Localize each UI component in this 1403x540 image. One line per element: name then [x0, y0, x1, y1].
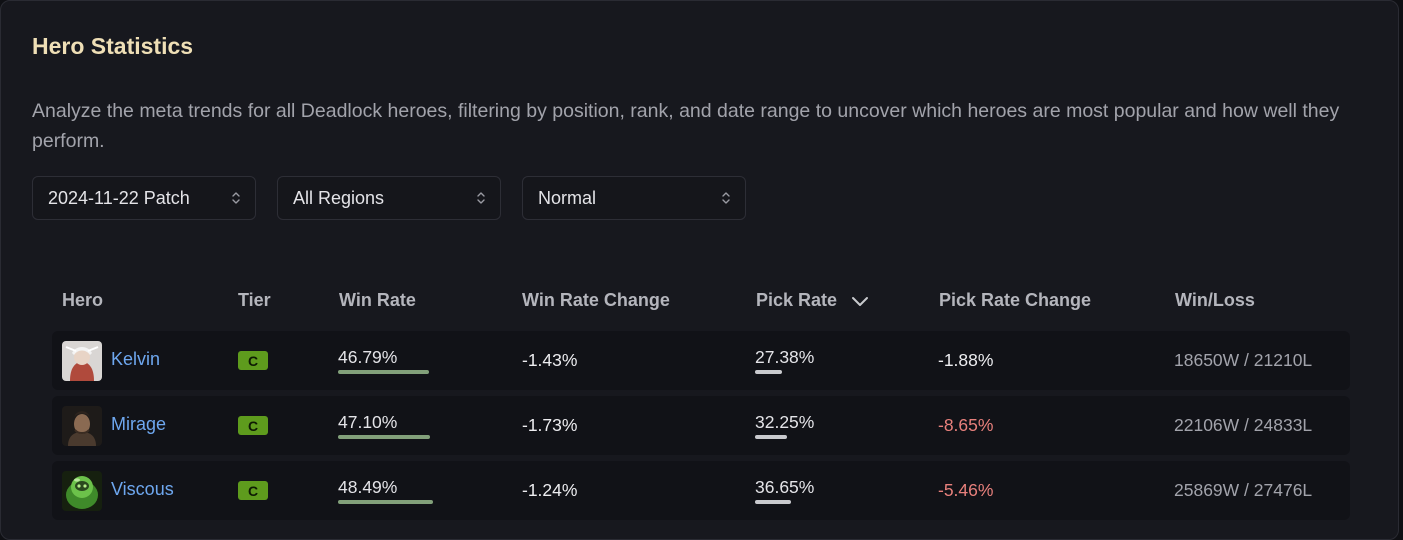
chevron-down-icon [851, 295, 869, 307]
mode-select[interactable]: Normal [522, 176, 746, 220]
tier-badge: C [238, 351, 268, 370]
hero-link-mirage[interactable]: Mirage [111, 414, 167, 434]
page-title: Hero Statistics [32, 33, 194, 59]
column-header-win-loss[interactable]: Win/Loss [1175, 290, 1255, 310]
table-row[interactable]: Viscous C 48.49% -1.24% 36.65% -5.46% 25… [52, 461, 1350, 520]
win-rate-value: 46.79% [338, 347, 398, 367]
pick-rate-value: 36.65% [755, 477, 815, 497]
chevron-up-down-icon [476, 190, 486, 206]
win-rate-change-value: -1.73% [522, 415, 578, 435]
pick-rate-change-value: -8.65% [938, 415, 994, 435]
win-rate-value: 47.10% [338, 412, 398, 432]
patch-select-value: 2024-11-22 Patch [48, 187, 190, 208]
win-loss-value: 18650W / 21210L [1174, 350, 1313, 370]
hero-avatar-mirage [62, 406, 102, 446]
page-description: Analyze the meta trends for all Deadlock… [32, 100, 1340, 152]
column-header-hero[interactable]: Hero [62, 290, 104, 310]
pick-rate-change-value: -1.88% [938, 350, 994, 370]
pick-rate-value: 32.25% [755, 412, 815, 432]
column-header-win-rate-change[interactable]: Win Rate Change [522, 290, 670, 310]
patch-select[interactable]: 2024-11-22 Patch [32, 176, 256, 220]
tier-badge: C [238, 481, 268, 500]
hero-avatar-viscous [62, 471, 102, 511]
pick-rate-value: 27.38% [755, 347, 815, 367]
hero-link-kelvin[interactable]: Kelvin [111, 349, 161, 369]
region-select-value: All Regions [293, 187, 385, 208]
column-header-pick-rate[interactable]: Pick Rate [756, 290, 869, 311]
hero-link-viscous[interactable]: Viscous [111, 479, 174, 499]
column-header-pick-rate-change[interactable]: Pick Rate Change [939, 290, 1092, 310]
win-rate-bar [338, 500, 433, 504]
region-select[interactable]: All Regions [277, 176, 501, 220]
win-rate-value: 48.49% [338, 477, 398, 497]
win-rate-change-value: -1.24% [522, 480, 578, 500]
win-rate-bar [338, 370, 429, 374]
pick-rate-bar [755, 370, 782, 374]
win-rate-change-value: -1.43% [522, 350, 578, 370]
chevron-up-down-icon [721, 190, 731, 206]
tier-badge: C [238, 416, 268, 435]
table-row[interactable]: Mirage C 47.10% -1.73% 32.25% -8.65% 221… [52, 396, 1350, 455]
pick-rate-bar [755, 500, 791, 504]
chevron-up-down-icon [231, 190, 241, 206]
win-loss-value: 22106W / 24833L [1174, 415, 1313, 435]
win-rate-bar [338, 435, 430, 439]
pick-rate-bar [755, 435, 787, 439]
table-row[interactable]: Kelvin C 46.79% -1.43% 27.38% -1.88% 186… [52, 331, 1350, 390]
hero-avatar-kelvin [62, 341, 102, 381]
win-loss-value: 25869W / 27476L [1174, 480, 1313, 500]
column-header-win-rate[interactable]: Win Rate [339, 290, 416, 310]
column-header-tier[interactable]: Tier [238, 290, 271, 310]
pick-rate-change-value: -5.46% [938, 480, 994, 500]
mode-select-value: Normal [538, 187, 597, 208]
